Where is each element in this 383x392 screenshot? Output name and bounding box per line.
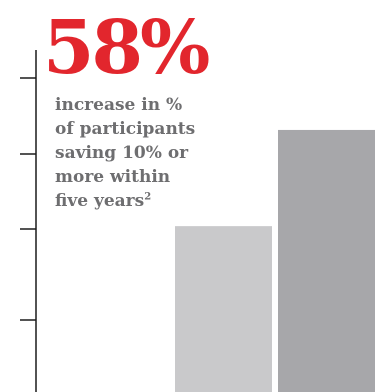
footnote-marker: 2 [144, 191, 152, 203]
caption-line-5: five years [55, 191, 145, 211]
bar-1 [175, 226, 272, 392]
bars [175, 129, 375, 392]
caption-line-1: increase in % [55, 95, 183, 115]
headline-caption: increase in % of participants saving 10%… [55, 93, 295, 213]
bar-2 [278, 129, 375, 392]
y-axis-ticks [20, 77, 36, 321]
caption-line-4: more within [55, 167, 171, 187]
caption-line-5-wrap: five years2 [55, 189, 295, 213]
headline-value: 58% [43, 5, 210, 91]
caption-line-3: saving 10% or [55, 143, 189, 163]
caption-line-2: of participants [55, 119, 196, 139]
